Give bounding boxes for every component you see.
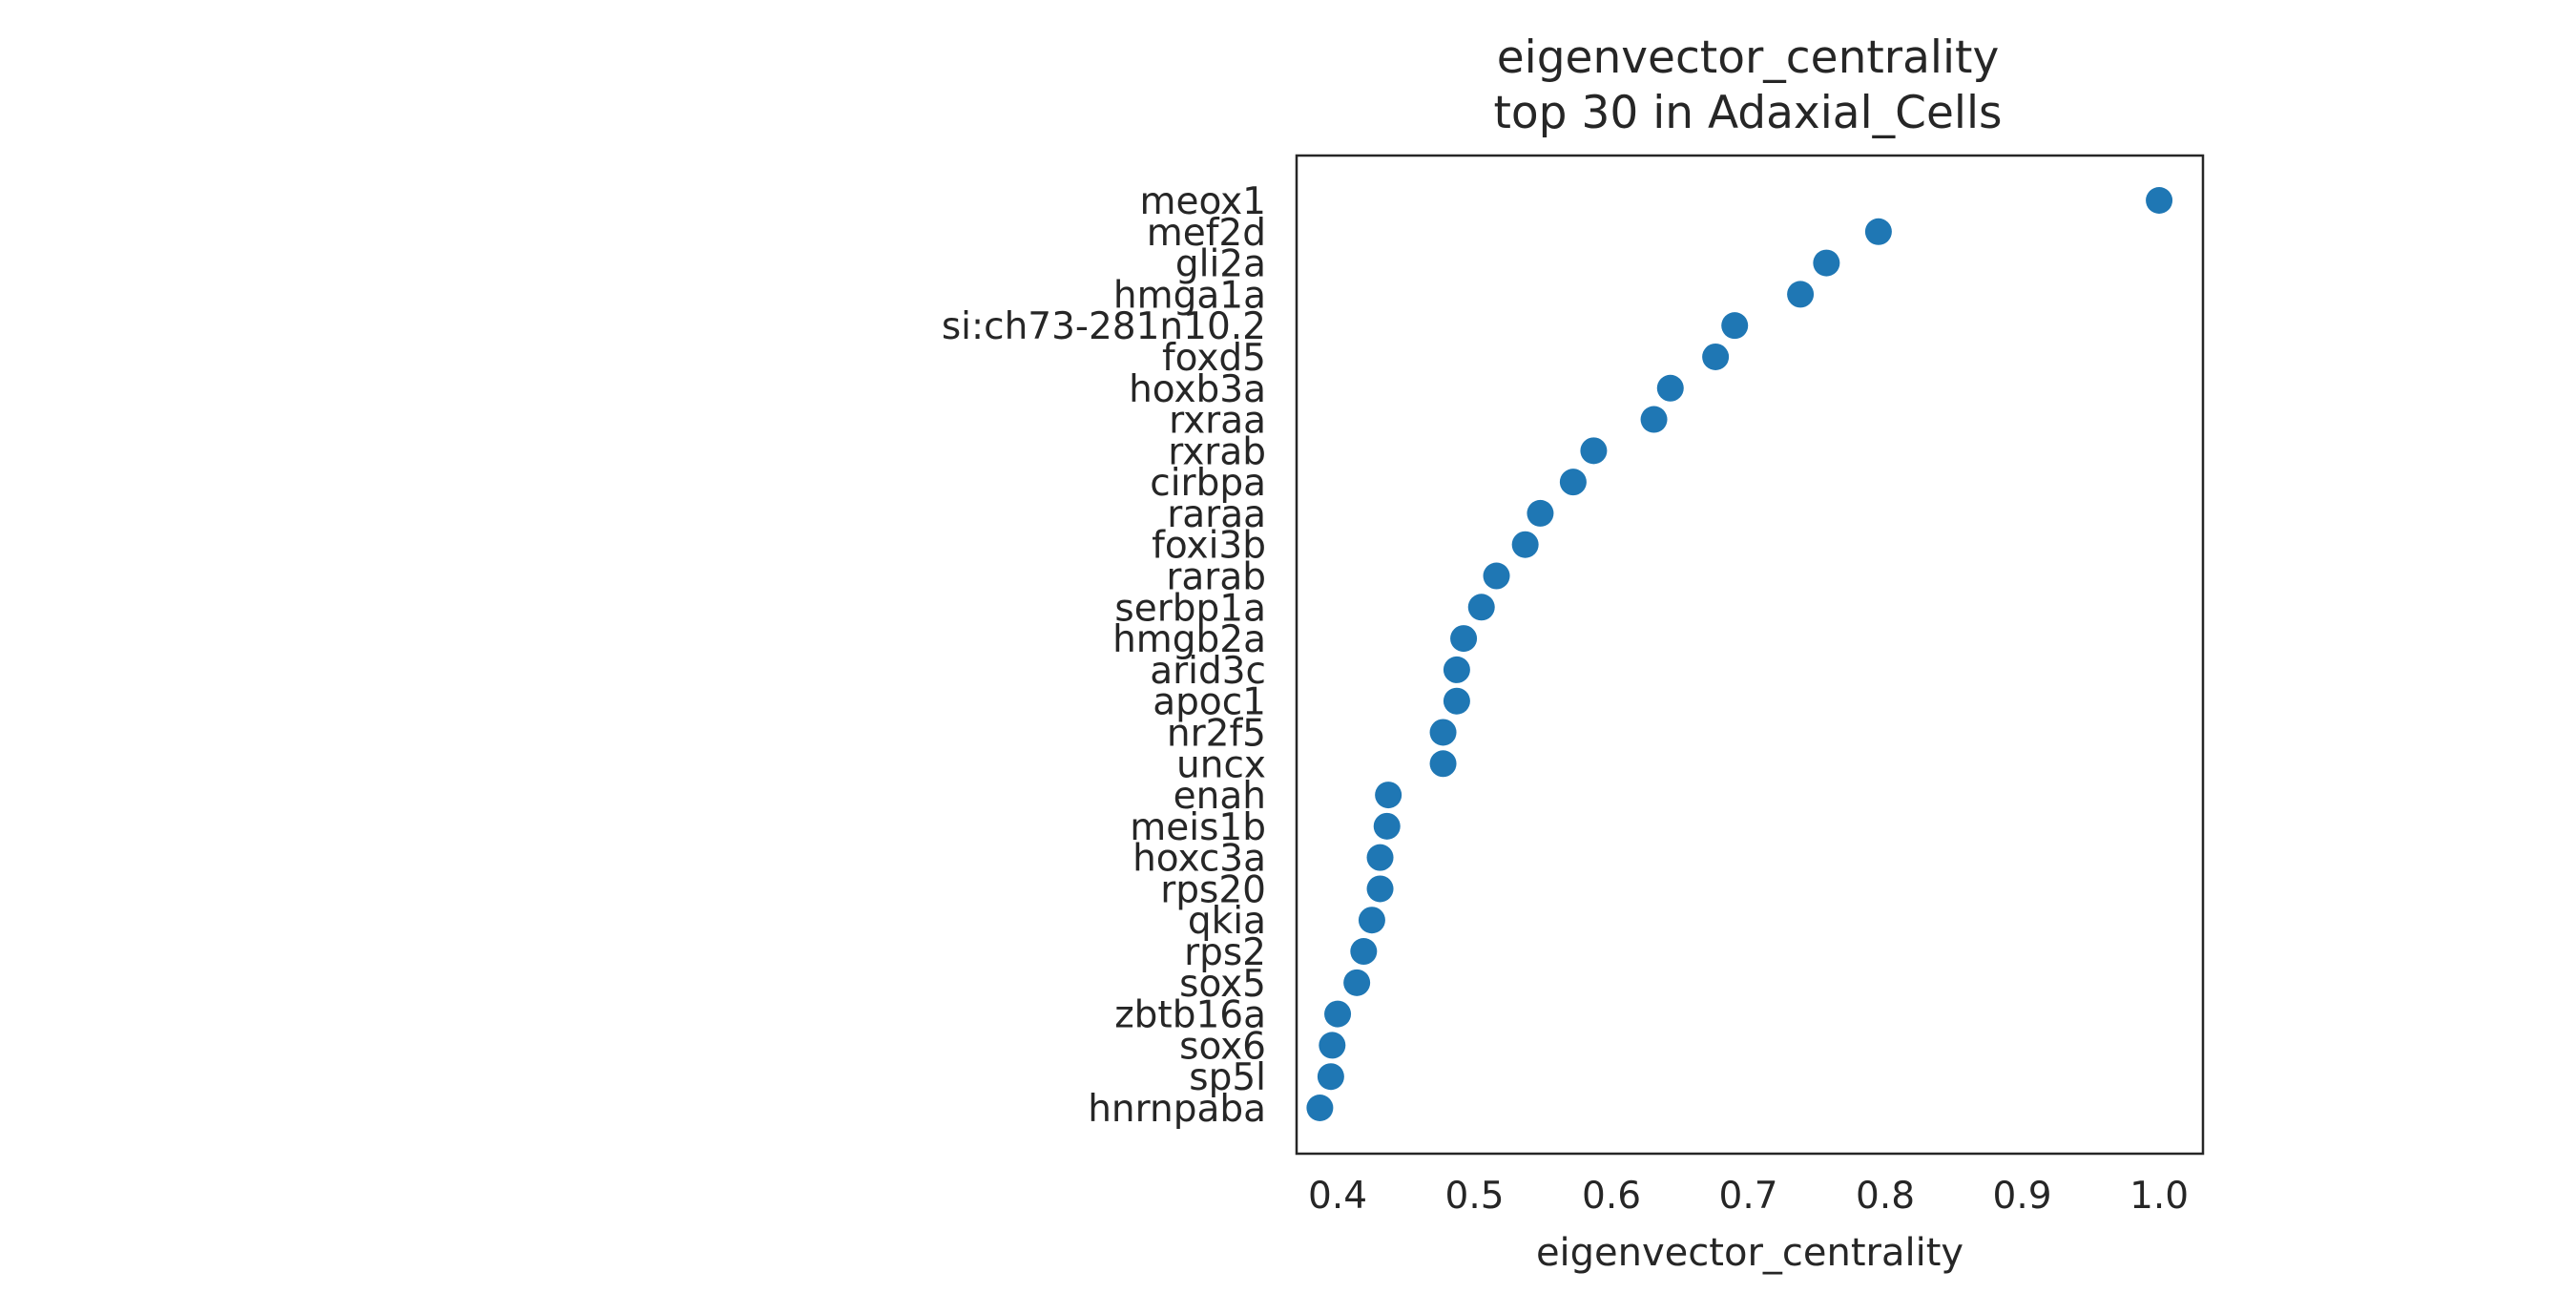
data-point: [1580, 437, 1608, 465]
y-tick-label: hmgb2a: [1112, 618, 1266, 661]
data-point: [1813, 249, 1840, 277]
x-axis-label: eigenvector_centrality: [1536, 1231, 1963, 1275]
y-tick-label: hoxc3a: [1132, 838, 1266, 881]
y-tick-label: meox1: [1139, 180, 1266, 223]
y-tick-label: enah: [1174, 775, 1266, 818]
data-point: [2146, 187, 2173, 214]
data-point: [1317, 1063, 1344, 1091]
data-point: [1319, 1032, 1346, 1059]
y-tick-label: serbp1a: [1114, 587, 1266, 630]
data-point: [1350, 938, 1378, 966]
y-tick-label: hmga1a: [1113, 274, 1266, 317]
y-tick-label: hoxb3a: [1129, 368, 1266, 411]
data-point: [1721, 312, 1749, 340]
y-tick-label: cirbpa: [1150, 462, 1266, 505]
x-tick-label: 0.6: [1582, 1175, 1641, 1218]
data-point: [1864, 218, 1892, 245]
y-tick-label: apoc1: [1153, 681, 1266, 724]
y-tick-label: hnrnpaba: [1088, 1088, 1266, 1131]
y-tick-labels: meox1mef2dgli2ahmga1asi:ch73-281n10.2fox…: [942, 180, 1266, 1131]
data-point: [1787, 281, 1815, 308]
x-tick-label: 0.7: [1719, 1175, 1778, 1218]
data-point: [1375, 782, 1402, 809]
y-tick-label: meis1b: [1130, 806, 1266, 849]
data-points: [1306, 187, 2173, 1121]
data-point: [1366, 875, 1394, 903]
data-point: [1443, 687, 1470, 715]
y-tick-label: zbtb16a: [1114, 994, 1266, 1037]
data-point: [1656, 374, 1684, 402]
x-tick-label: 0.9: [1993, 1175, 2052, 1218]
x-tick-label: 0.4: [1308, 1175, 1367, 1218]
plot-frame: [1295, 154, 2205, 1156]
y-tick-label: mef2d: [1147, 212, 1266, 255]
data-point: [1429, 750, 1457, 778]
y-tick-label: arid3c: [1150, 650, 1266, 693]
data-point: [1640, 406, 1668, 433]
y-tick-label: sox6: [1179, 1025, 1266, 1068]
x-tick-label: 0.8: [1856, 1175, 1915, 1218]
data-point: [1429, 719, 1457, 746]
data-point: [1467, 594, 1495, 621]
y-tick-label: sp5l: [1189, 1056, 1266, 1099]
data-point: [1450, 625, 1478, 653]
x-tick-label: 1.0: [2129, 1175, 2189, 1218]
data-point: [1559, 469, 1587, 496]
y-tick-label: rxraa: [1169, 400, 1266, 443]
chart-title-line-2: top 30 in Adaxial_Cells: [1493, 87, 2002, 139]
y-tick-label: rps2: [1184, 931, 1266, 974]
x-tick-labels: 0.4 0.5 0.6 0.7 0.8 0.9 1.0: [1308, 1175, 2189, 1218]
y-tick-label: sox5: [1179, 963, 1266, 1006]
data-point: [1511, 531, 1539, 558]
y-tick-label: raraa: [1167, 493, 1266, 536]
data-point: [1358, 907, 1385, 934]
y-tick-label: si:ch73-281n10.2: [942, 305, 1266, 348]
chart-title-line-1: eigenvector_centrality: [1497, 31, 2000, 84]
data-point: [1306, 1095, 1334, 1121]
y-tick-label: gli2a: [1175, 243, 1266, 286]
y-tick-label: uncx: [1176, 743, 1266, 786]
y-tick-label: foxd5: [1162, 337, 1266, 380]
y-tick-label: rxrab: [1168, 430, 1266, 473]
data-point: [1702, 343, 1730, 370]
data-point: [1366, 844, 1394, 871]
data-point: [1324, 1000, 1352, 1028]
data-point: [1343, 969, 1371, 996]
data-point: [1527, 499, 1554, 527]
data-point: [1483, 562, 1510, 590]
y-tick-label: rarab: [1166, 556, 1266, 599]
data-point: [1443, 656, 1470, 683]
x-tick-label: 0.5: [1445, 1175, 1505, 1218]
data-point: [1373, 812, 1401, 840]
y-tick-label: qkia: [1188, 900, 1266, 943]
y-tick-label: foxi3b: [1152, 525, 1266, 568]
y-tick-label: rps20: [1160, 868, 1266, 911]
y-tick-label: nr2f5: [1167, 712, 1266, 755]
